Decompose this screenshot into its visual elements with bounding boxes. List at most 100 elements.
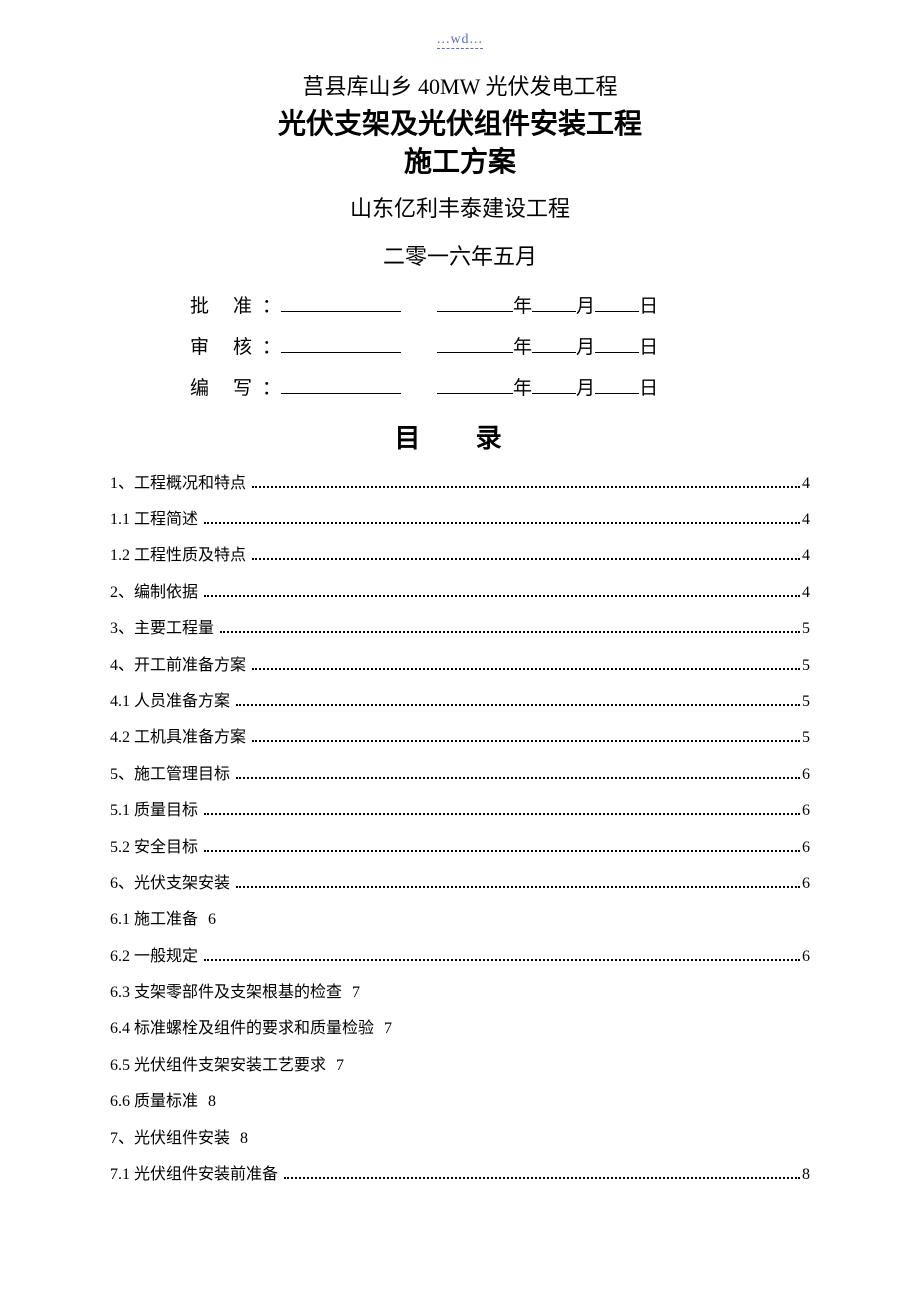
toc-row: 6.3 支架零部件及支架根基的检查 7	[110, 982, 810, 1004]
toc-row: 4.1 人员准备方案 5	[110, 691, 810, 713]
doc-title-line2: 施工方案	[110, 143, 810, 181]
toc-entry-page: 5	[802, 655, 810, 677]
underline-year	[437, 293, 513, 312]
toc-leader-dots	[204, 959, 800, 961]
toc-entry-page: 8	[802, 1164, 810, 1186]
toc-entry-page: 7	[352, 982, 360, 1004]
underline-year	[437, 334, 513, 353]
sig-row-approve: 批准：年月日	[190, 291, 730, 318]
toc-leader-dots	[284, 1177, 800, 1179]
date-line: 二零一六年五月	[110, 239, 810, 271]
toc-row: 6、光伏支架安装 6	[110, 873, 810, 895]
toc-row: 3、主要工程量 5	[110, 618, 810, 640]
company-line: 山东亿利丰泰建设工程	[110, 191, 810, 223]
toc-entry-page: 5	[802, 727, 810, 749]
toc-row: 7、光伏组件安装8	[110, 1128, 810, 1150]
underline-name	[281, 293, 401, 312]
toc-entry-page: 4	[802, 509, 810, 531]
toc-entry-label: 4.1 人员准备方案	[110, 691, 230, 713]
toc-entry-label: 6.1 施工准备	[110, 909, 198, 931]
toc-entry-label: 7.1 光伏组件安装前准备	[110, 1164, 278, 1186]
toc-entry-page: 8	[240, 1128, 248, 1150]
toc-entry-label: 5.1 质量目标	[110, 800, 198, 822]
toc-entry-label: 5、施工管理目标	[110, 764, 230, 786]
toc-leader-dots	[204, 595, 800, 597]
colon: ：	[262, 291, 281, 318]
sig-row-review: 审核：年月日	[190, 332, 730, 359]
toc-entry-label: 6、光伏支架安装	[110, 873, 230, 895]
colon: ：	[262, 373, 281, 400]
signature-block: 批准：年月日 审核：年月日 编写：年月日	[190, 291, 730, 400]
toc-entry-page: 5	[802, 618, 810, 640]
toc-entry-page: 4	[802, 473, 810, 495]
label-day: 日	[639, 332, 658, 359]
underline-day	[595, 334, 639, 353]
toc-row: 1.1 工程简述 4	[110, 509, 810, 531]
toc-entry-page: 6	[802, 764, 810, 786]
toc-entry-page: 6	[208, 909, 216, 931]
toc-row: 1、工程概况和特点 4	[110, 473, 810, 495]
toc-entry-label: 4、开工前准备方案	[110, 655, 246, 677]
toc-entry-label: 6.6 质量标准	[110, 1091, 198, 1113]
toc-leader-dots	[252, 558, 800, 560]
toc-entry-page: 6	[802, 837, 810, 859]
label-day: 日	[639, 373, 658, 400]
label-month: 月	[576, 332, 595, 359]
toc-entry-page: 6	[802, 946, 810, 968]
toc-leader-dots	[204, 522, 800, 524]
sig-row-compile: 编写：年月日	[190, 373, 730, 400]
toc-entry-label: 1.2 工程性质及特点	[110, 545, 246, 567]
toc-row: 5.1 质量目标 6	[110, 800, 810, 822]
label-year: 年	[513, 332, 532, 359]
toc-entry-page: 6	[802, 800, 810, 822]
toc-leader-dots	[252, 668, 800, 670]
toc-entry-label: 6.3 支架零部件及支架根基的检查	[110, 982, 342, 1004]
toc-row: 6.2 一般规定 6	[110, 946, 810, 968]
toc-entry-page: 6	[802, 873, 810, 895]
toc-row: 4、开工前准备方案 5	[110, 655, 810, 677]
label-year: 年	[513, 291, 532, 318]
toc-entry-page: 5	[802, 691, 810, 713]
toc-row: 6.1 施工准备 6	[110, 909, 810, 931]
label-year: 年	[513, 373, 532, 400]
toc-leader-dots	[252, 486, 800, 488]
toc-entry-label: 2、编制依据	[110, 582, 198, 604]
underline-name	[281, 375, 401, 394]
toc-entry-page: 4	[802, 582, 810, 604]
toc-leader-dots	[204, 850, 800, 852]
toc-entry-label: 6.4 标准螺栓及组件的要求和质量检验	[110, 1018, 374, 1040]
toc-row: 5.2 安全目标 6	[110, 837, 810, 859]
toc-entry-label: 6.5 光伏组件支架安装工艺要求	[110, 1055, 326, 1077]
colon: ：	[262, 332, 281, 359]
toc-entry-page: 8	[208, 1091, 216, 1113]
underline-month	[532, 334, 576, 353]
underline-month	[532, 375, 576, 394]
toc-row: 6.4 标准螺栓及组件的要求和质量检验7	[110, 1018, 810, 1040]
toc-row: 4.2 工机具准备方案 5	[110, 727, 810, 749]
toc-entry-page: 4	[802, 545, 810, 567]
toc-leader-dots	[220, 631, 800, 633]
toc-row: 6.6 质量标准 8	[110, 1091, 810, 1113]
toc-entry-label: 4.2 工机具准备方案	[110, 727, 246, 749]
toc-entry-label: 3、主要工程量	[110, 618, 214, 640]
doc-title-line1: 光伏支架及光伏组件安装工程	[110, 105, 810, 143]
toc-entry-label: 5.2 安全目标	[110, 837, 198, 859]
toc-row: 1.2 工程性质及特点 4	[110, 545, 810, 567]
underline-month	[532, 293, 576, 312]
toc-entry-page: 7	[336, 1055, 344, 1077]
toc-leader-dots	[252, 740, 800, 742]
label-day: 日	[639, 291, 658, 318]
toc-leader-dots	[204, 813, 800, 815]
toc-row: 5、施工管理目标 6	[110, 764, 810, 786]
underline-day	[595, 293, 639, 312]
label-month: 月	[576, 373, 595, 400]
toc-entry-label: 6.2 一般规定	[110, 946, 198, 968]
underline-name	[281, 334, 401, 353]
toc-row: 2、编制依据 4	[110, 582, 810, 604]
header-watermark: ...wd...	[437, 32, 483, 49]
toc-entry-label: 1、工程概况和特点	[110, 473, 246, 495]
toc-leader-dots	[236, 704, 800, 706]
toc-row: 6.5 光伏组件支架安装工艺要求 7	[110, 1055, 810, 1077]
toc-entry-label: 1.1 工程简述	[110, 509, 198, 531]
toc-row: 7.1 光伏组件安装前准备 8	[110, 1164, 810, 1186]
